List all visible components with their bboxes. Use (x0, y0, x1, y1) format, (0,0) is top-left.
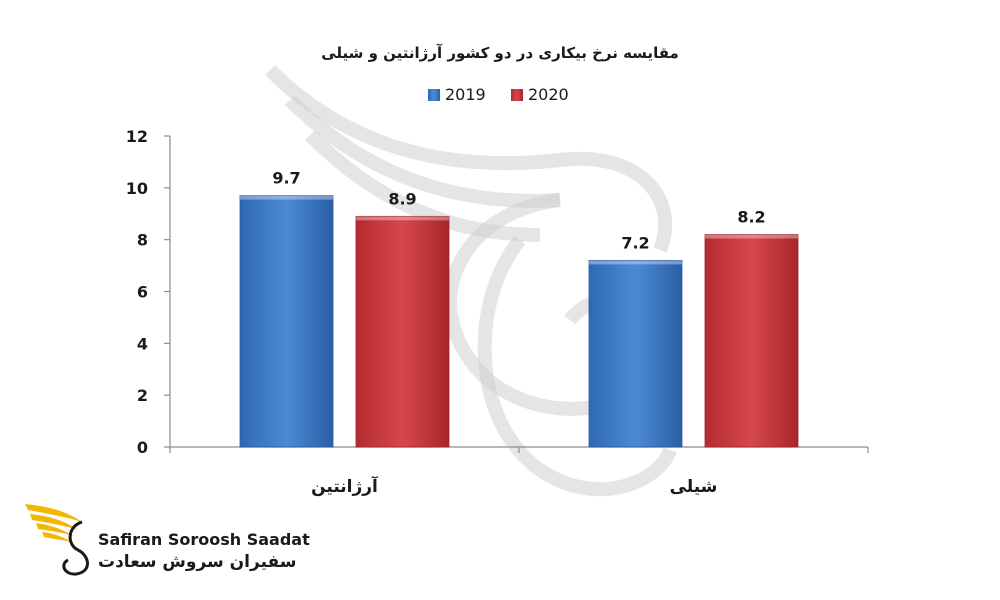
logo-name-english: Safiran Soroosh Saadat (98, 530, 310, 549)
y-tick-label: 4 (137, 334, 148, 353)
bar-highlight (589, 260, 682, 265)
x-category-label: شیلی (670, 477, 718, 497)
wing-logo-icon (25, 504, 89, 576)
chart-title: مقایسه نرخ بیکاری در دو کشور آرژانتین و … (321, 44, 679, 62)
bar-2020-2 (704, 234, 799, 448)
bar-2019-1 (239, 195, 334, 448)
x-axis: آرژانتین شیلی (169, 446, 869, 497)
y-tick-label: 8 (137, 231, 148, 250)
legend-swatch-2020 (511, 89, 523, 101)
bar-highlight (705, 234, 798, 239)
bars (239, 195, 799, 448)
bar-2020-1 (355, 215, 450, 448)
legend: 2019 2020 (428, 85, 569, 104)
y-tick-label: 6 (137, 283, 148, 302)
data-labels: 9.7 8.9 7.2 8.2 (272, 169, 765, 253)
legend-label-2020: 2020 (528, 85, 569, 104)
data-label: 9.7 (272, 169, 300, 188)
x-category-label: آرژانتین (311, 475, 379, 497)
legend-swatch-2019 (428, 89, 440, 101)
legend-label-2019: 2019 (445, 85, 486, 104)
y-tick-label: 10 (126, 179, 148, 198)
bar-highlight (356, 216, 449, 221)
y-tick-label: 2 (137, 386, 148, 405)
y-tick-label: 12 (126, 127, 148, 146)
data-label: 8.9 (388, 189, 416, 208)
data-label: 8.2 (737, 207, 765, 226)
logo-name-persian: سفیران سروش سعادت (98, 552, 297, 572)
y-tick-label: 0 (137, 438, 148, 457)
bar-2019-2 (588, 259, 683, 448)
data-label: 7.2 (621, 233, 649, 252)
y-axis: 0 2 4 6 8 10 12 (126, 127, 171, 457)
company-logo: Safiran Soroosh Saadat سفیران سروش سعادت (20, 492, 310, 582)
bar-highlight (240, 195, 333, 200)
